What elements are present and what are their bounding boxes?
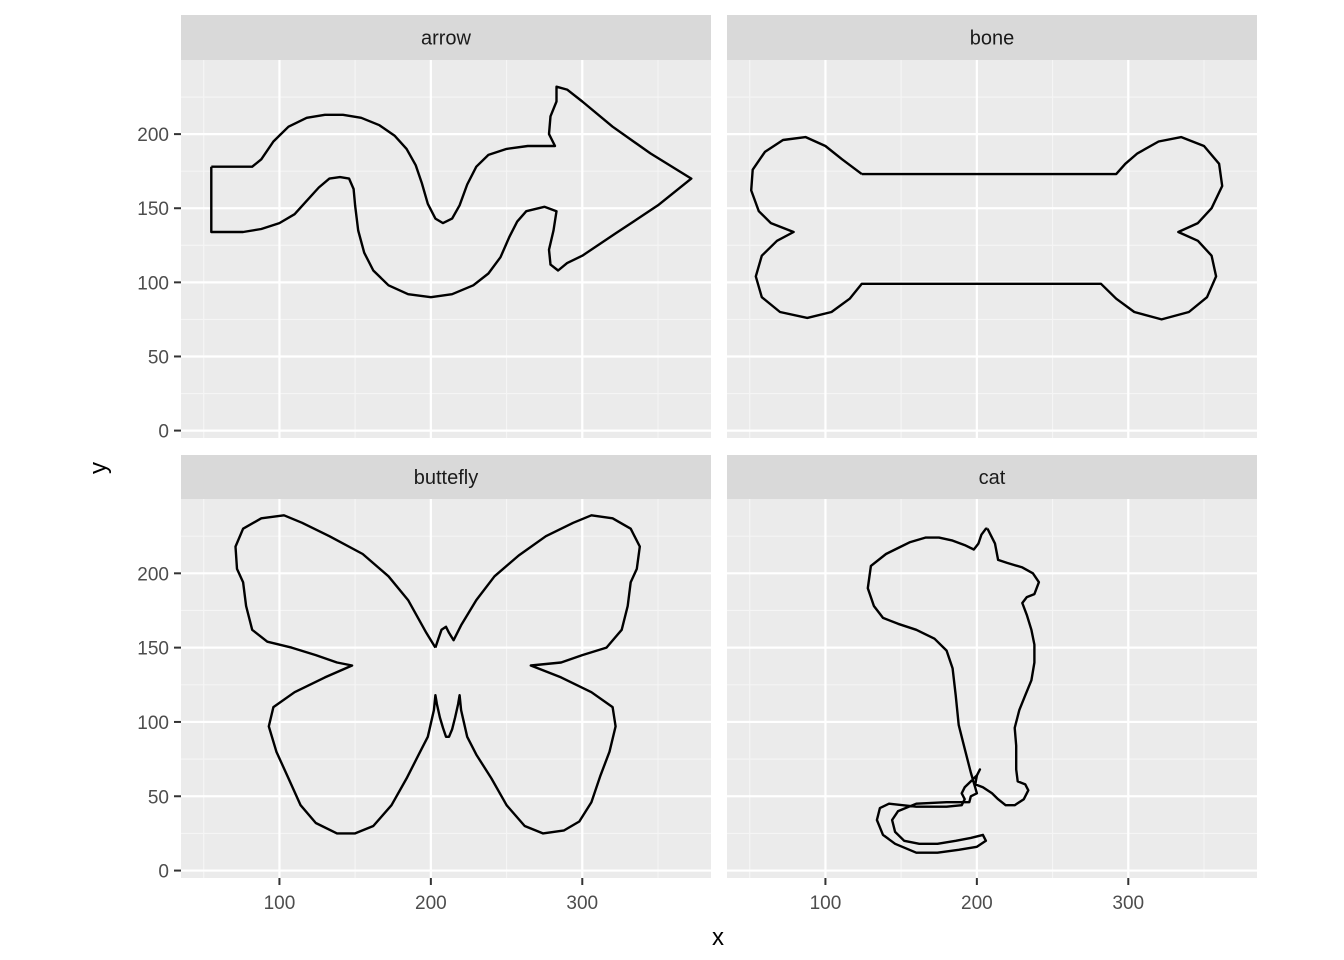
shape-outline-cat xyxy=(866,527,1041,854)
axes-layer: 0 50 100 150 200 0 50 100 150 200 100 200 300 100 200 3… xyxy=(137,125,1144,914)
facet-strip-label: bone xyxy=(970,28,1015,50)
facet-strip xyxy=(181,15,711,60)
x-axis-title: x xyxy=(712,924,724,951)
shape-outline-buttefly xyxy=(234,514,641,835)
x-tick-label: 300 xyxy=(1112,893,1144,914)
y-tick-label: 50 xyxy=(148,787,169,808)
facet-strip xyxy=(727,455,1257,499)
y-tick-label: 100 xyxy=(137,273,169,294)
y-axis-title: y xyxy=(85,462,112,474)
panels-layer: arrow bone buttefly cat xyxy=(181,15,1257,878)
panel-cat: cat xyxy=(727,455,1257,878)
shape-outline-bone xyxy=(750,135,1224,321)
facet-strip xyxy=(181,455,711,499)
panel-background xyxy=(727,60,1257,438)
y-tick-label: 0 xyxy=(158,422,169,443)
x-tick-label: 100 xyxy=(810,893,842,914)
panel-buttefly: buttefly xyxy=(181,455,711,878)
y-tick-label: 50 xyxy=(148,347,169,368)
facet-strip-label: cat xyxy=(979,467,1006,489)
facet-strip xyxy=(727,15,1257,60)
y-tick-label: 150 xyxy=(137,639,169,660)
y-tick-label: 200 xyxy=(137,125,169,146)
x-tick-label: 200 xyxy=(961,893,993,914)
panel-background xyxy=(181,499,711,878)
x-tick-label: 300 xyxy=(566,893,598,914)
y-tick-label: 150 xyxy=(137,199,169,220)
x-tick-label: 200 xyxy=(415,893,447,914)
panel-arrow: arrow xyxy=(181,15,711,438)
y-tick-label: 100 xyxy=(137,713,169,734)
panel-bone: bone xyxy=(727,15,1257,438)
panel-background xyxy=(181,60,711,438)
panel-background xyxy=(727,499,1257,878)
facet-strip-label: buttefly xyxy=(414,467,478,489)
facet-strip-label: arrow xyxy=(421,28,472,50)
shape-outline-arrow xyxy=(210,85,693,299)
x-tick-label: 100 xyxy=(264,893,296,914)
y-tick-label: 200 xyxy=(137,564,169,585)
y-tick-label: 0 xyxy=(158,862,169,883)
